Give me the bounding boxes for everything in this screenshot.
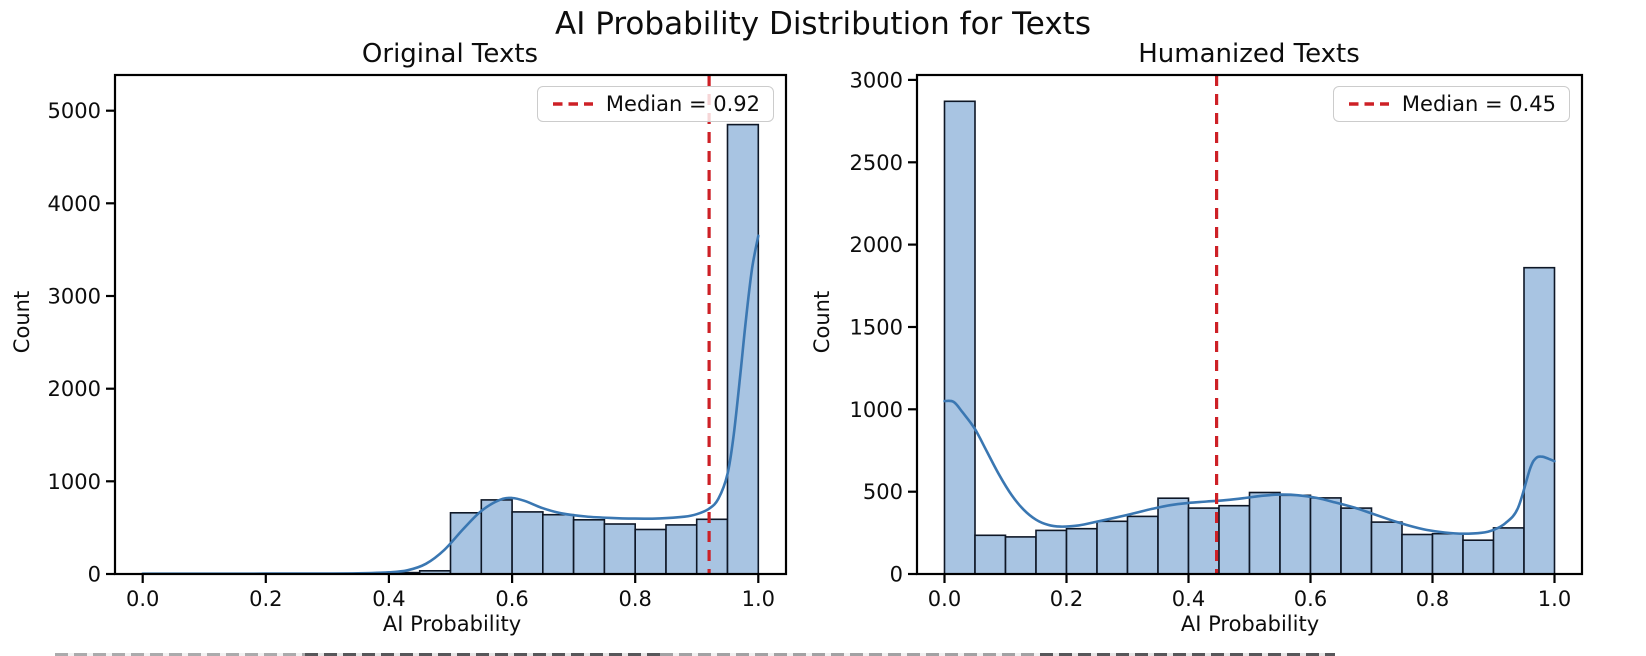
subplot-original: 0 1000 2000 3000 4000 5000 0.0 0.2 0.4 0.6 0.8 1.0 <box>48 73 788 611</box>
x-tick-label: 0.8 <box>1416 587 1449 611</box>
histogram-bar <box>1218 504 1251 575</box>
histogram-bar <box>1157 497 1190 575</box>
median-dash-icon <box>1348 102 1389 106</box>
x-tick-label: 0.4 <box>1172 587 1205 611</box>
histogram-bar <box>665 524 698 575</box>
histogram-bar <box>1340 507 1373 575</box>
bottom-crop-artifact <box>55 653 305 656</box>
histogram-bar <box>1187 507 1220 575</box>
x-tick-label: 0.2 <box>249 587 282 611</box>
legend-original: Median = 0.92 <box>536 86 774 122</box>
histogram-bar <box>1065 527 1098 575</box>
x-tick-label: 0.4 <box>372 587 405 611</box>
histogram-bar <box>1248 491 1281 575</box>
histogram-bar <box>943 100 976 575</box>
y-axis-label-original: Count <box>10 290 34 354</box>
histogram-bar <box>603 523 637 575</box>
x-tick-label: 1.0 <box>742 587 775 611</box>
legend-label-humanized: Median = 0.45 <box>1401 92 1556 116</box>
subplot-title-original: Original Texts <box>361 39 539 69</box>
y-axis-label-humanized: Count <box>810 290 834 354</box>
y-tick-label: 2500 <box>850 151 903 175</box>
x-tick-label: 0.6 <box>495 587 528 611</box>
y-tick-label: 500 <box>863 480 903 504</box>
bottom-crop-artifact <box>305 653 660 656</box>
histogram-bar <box>541 513 575 575</box>
figure-title: AI Probability Distribution for Texts <box>555 6 1091 42</box>
axes-border <box>915 73 1584 576</box>
legend-label-original: Median = 0.92 <box>605 92 760 116</box>
axes-border <box>113 73 788 576</box>
legend-humanized: Median = 0.45 <box>1332 86 1570 122</box>
histogram-bar <box>511 511 544 575</box>
median-dash-icon <box>552 102 593 106</box>
histogram-bar <box>480 499 513 575</box>
bottom-crop-artifact <box>660 653 1040 656</box>
kde-curve <box>943 399 1556 535</box>
histogram-bar <box>1462 539 1495 575</box>
histogram-bar <box>1096 520 1129 575</box>
x-tick-label: 0.0 <box>126 587 159 611</box>
x-tick-label: 0.0 <box>928 587 961 611</box>
y-tick-label: 1500 <box>850 316 903 340</box>
y-tick-label: 1000 <box>48 470 101 494</box>
x-axis-label-humanized: AI Probability <box>1180 612 1320 636</box>
histogram-bar <box>1004 536 1037 575</box>
y-tick-label: 4000 <box>48 192 101 216</box>
histogram-bar <box>1492 527 1525 575</box>
x-tick-label: 0.8 <box>618 587 651 611</box>
y-tick-label: 1000 <box>850 398 903 422</box>
subplot-humanized: 0 500 1000 1500 2000 2500 3000 0.0 0.2 0.4 0.6 0.8 1… <box>850 68 1584 611</box>
x-axis-label-original: AI Probability <box>382 612 522 636</box>
histogram-bar <box>449 511 483 575</box>
histogram-bar <box>1035 529 1068 575</box>
histogram-bar <box>572 518 606 575</box>
histogram-bar <box>1401 533 1434 575</box>
y-tick-label: 3000 <box>48 285 101 309</box>
y-tick-label: 3000 <box>850 68 903 92</box>
histogram-bar <box>1126 515 1159 575</box>
subplot-title-humanized: Humanized Texts <box>1138 39 1360 69</box>
x-tick-label: 1.0 <box>1538 587 1571 611</box>
y-tick-label: 0 <box>88 563 101 587</box>
histogram-bar <box>974 534 1007 575</box>
y-tick-label: 2000 <box>48 377 101 401</box>
histogram-bar <box>1523 266 1556 575</box>
histogram-bar <box>634 528 667 575</box>
y-tick-label: 0 <box>890 563 903 587</box>
bottom-crop-artifact <box>1040 653 1335 656</box>
histogram-bar <box>1370 521 1403 575</box>
y-tick-label: 5000 <box>48 99 101 123</box>
histogram-bar <box>695 518 729 575</box>
histogram-bar <box>1431 532 1464 575</box>
histogram-bar <box>1279 494 1312 575</box>
x-tick-label: 0.6 <box>1294 587 1327 611</box>
y-tick-label: 2000 <box>850 233 903 257</box>
x-tick-label: 0.2 <box>1050 587 1083 611</box>
histogram-bar <box>1309 497 1342 575</box>
